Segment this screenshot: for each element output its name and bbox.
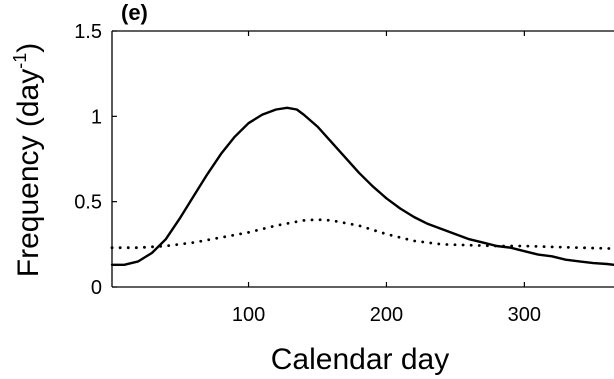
series-line-solid [110, 106, 614, 266]
y-axis-label-main: Frequency (day [12, 69, 45, 277]
plot-frame [111, 30, 614, 288]
y-axis-label-superscript: -1 [10, 53, 30, 69]
ticks: 100 200 300 0 0.5 1 1.5 [74, 21, 541, 326]
y-axis-label-close: ) [12, 43, 45, 53]
x-tick-label: 300 [508, 304, 541, 326]
x-tick-label: 100 [232, 304, 265, 326]
x-tick-label: 200 [370, 304, 403, 326]
y-tick-label: 0 [91, 277, 102, 299]
y-axis-label: Frequency (day-1) [10, 43, 45, 277]
y-tick-label: 1 [91, 106, 102, 128]
panel-label: (e) [121, 0, 148, 25]
series [110, 106, 614, 266]
x-axis-label: Calendar day [271, 343, 449, 376]
series-line-dotted [110, 218, 614, 251]
y-tick-label: 0.5 [74, 192, 102, 214]
y-tick-label: 1.5 [74, 21, 102, 43]
